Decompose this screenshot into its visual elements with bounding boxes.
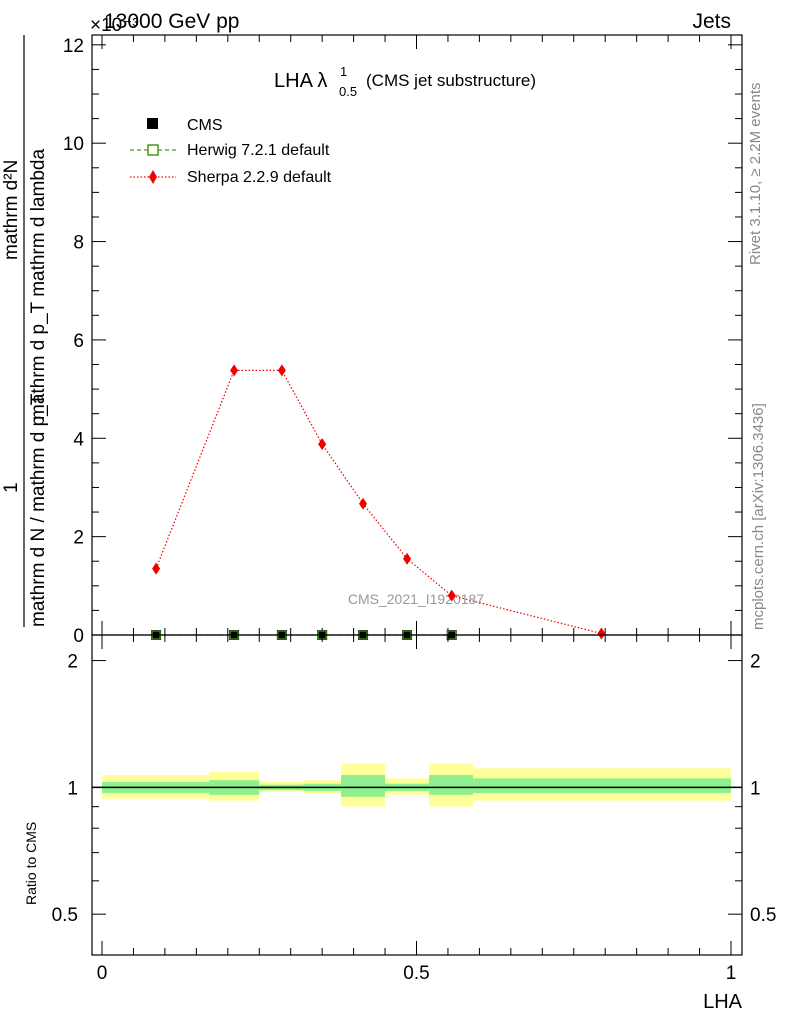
ylabel-prefix: 1 xyxy=(1,482,22,493)
exponent-label: ×10⁻³ xyxy=(90,15,139,36)
x-tick-label: 0 xyxy=(97,963,108,984)
sherpa-point xyxy=(277,364,286,377)
energy-label: 13000 GeV pp xyxy=(104,10,239,33)
ylabel-numerator: mathrm d²N xyxy=(1,160,22,260)
x-tick-label: 0.5 xyxy=(403,963,429,984)
ylabel-denominator: mathrm d N / mathrm d p_T xyxy=(28,393,49,627)
title-sub: 0.5 xyxy=(339,84,357,99)
main-y-tick-label: 8 xyxy=(73,233,84,254)
ratio-y-label: Ratio to CMS xyxy=(23,822,39,905)
legend: CMS Herwig 7.2.1 default Sherpa 2.2.9 de… xyxy=(130,117,332,186)
ratio-stat-band xyxy=(341,774,386,797)
mcplots-label: mcplots.cern.ch [arXiv:1306.3436] xyxy=(750,403,767,630)
legend-marker-herwig xyxy=(147,144,159,156)
title-sup: 1 xyxy=(340,64,347,79)
ratio-y-tick-label: 0.5 xyxy=(52,905,78,926)
main-panel: 0 2 4 6 8 10 12 CMS_2021_I1920187 LHA λ 1 0.5 … xyxy=(63,34,743,647)
legend-label-sherpa: Sherpa 2.2.9 default xyxy=(187,169,332,186)
main-y-tick-label: 4 xyxy=(73,429,84,450)
x-axis-label: LHA xyxy=(703,991,743,1013)
sherpa-point xyxy=(318,438,327,451)
main-y-ticks: 0 2 4 6 8 10 12 xyxy=(63,35,742,647)
sherpa-point xyxy=(359,497,368,510)
ratio-y-tick-label-right: 1 xyxy=(750,778,761,799)
ratio-y-ticks: 0.5 0.5 1 1 2 2 xyxy=(52,652,777,927)
x-tick-label: 1 xyxy=(726,963,737,984)
rivet-label: Rivet 3.1.10, ≥ 2.2M events xyxy=(747,83,764,266)
category-label: Jets xyxy=(692,10,731,33)
main-y-tick-label: 6 xyxy=(73,331,84,352)
ratio-panel: 0.5 0.51 12 2 0 0.5 1 Ratio to CMS LHA xyxy=(23,634,777,1013)
ratio-y-tick-label: 1 xyxy=(67,778,78,799)
main-y-tick-label: 12 xyxy=(63,36,84,57)
main-y-axis-label: mathrm d N / mathrm d p_T 1 mathrm d p_T… xyxy=(1,35,49,627)
legend-marker-cms xyxy=(147,118,158,129)
main-y-tick-label: 2 xyxy=(73,528,84,549)
sherpa-point xyxy=(152,562,161,575)
ratio-bands xyxy=(102,763,731,807)
main-y-tick-label: 10 xyxy=(63,134,84,155)
sherpa-line xyxy=(155,369,602,635)
title-tail: (CMS jet substructure) xyxy=(366,71,536,90)
ylabel-middle: mathrm d p_T mathrm d lambda xyxy=(28,149,49,420)
sherpa-point xyxy=(597,627,606,640)
ratio-stat-band xyxy=(473,778,731,793)
plot-title: LHA λ 1 0.5 (CMS jet substructure) xyxy=(274,64,536,99)
legend-marker-sherpa xyxy=(149,170,157,184)
sherpa-point xyxy=(447,589,456,602)
watermark: CMS_2021_I1920187 xyxy=(348,591,484,607)
sherpa-point xyxy=(403,552,412,565)
ratio-x-ticks: 0 0.5 1 xyxy=(97,635,737,984)
legend-label-herwig: Herwig 7.2.1 default xyxy=(187,142,330,159)
legend-label-cms: CMS xyxy=(187,117,223,134)
ratio-stat-band xyxy=(429,774,474,795)
title-main: LHA λ xyxy=(274,70,327,92)
ratio-y-tick-label: 2 xyxy=(67,652,78,673)
main-y-tick-label: 0 xyxy=(73,626,84,647)
ratio-y-tick-label-right: 2 xyxy=(750,652,761,673)
sherpa-point xyxy=(230,364,239,377)
ratio-y-tick-label-right: 0.5 xyxy=(750,905,776,926)
